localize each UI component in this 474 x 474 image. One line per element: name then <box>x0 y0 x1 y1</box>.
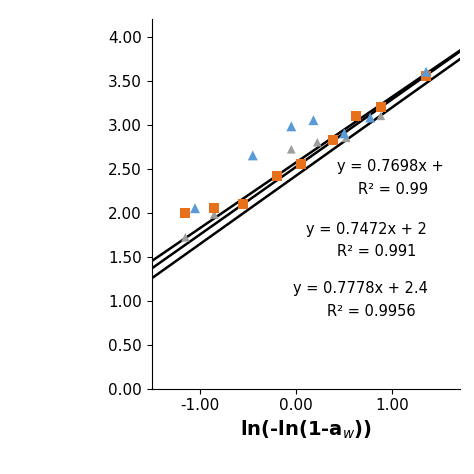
Point <box>422 68 430 75</box>
Text: y = 0.7698x +: y = 0.7698x + <box>337 159 443 174</box>
Text: R² = 0.9956: R² = 0.9956 <box>327 303 416 319</box>
Point <box>352 112 360 119</box>
Point <box>210 204 218 212</box>
X-axis label: ln(-ln(1-a$_w$)): ln(-ln(1-a$_w$)) <box>240 419 372 441</box>
Point <box>313 138 321 146</box>
Point <box>182 209 189 217</box>
Point <box>422 73 430 80</box>
Point <box>182 234 189 241</box>
Point <box>377 103 384 111</box>
Text: R² = 0.991: R² = 0.991 <box>337 245 416 259</box>
Point <box>288 146 295 153</box>
Point <box>297 160 305 168</box>
Point <box>366 114 374 121</box>
Text: R² = 0.99: R² = 0.99 <box>358 182 428 197</box>
Point <box>191 204 199 212</box>
Point <box>377 112 384 119</box>
Point <box>210 210 218 218</box>
Point <box>329 137 337 144</box>
Point <box>340 129 348 137</box>
Point <box>342 134 350 142</box>
Point <box>288 123 295 130</box>
Point <box>310 117 317 124</box>
Point <box>239 200 247 208</box>
Point <box>249 152 256 159</box>
Text: y = 0.7472x + 2: y = 0.7472x + 2 <box>306 222 427 237</box>
Text: y = 0.7778x + 2.4: y = 0.7778x + 2.4 <box>293 282 428 296</box>
Point <box>273 172 281 180</box>
Point <box>422 73 430 80</box>
